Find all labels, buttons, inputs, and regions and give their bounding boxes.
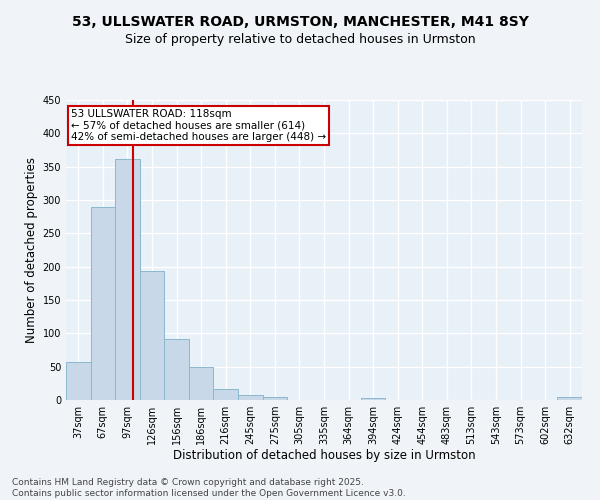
Text: 53 ULLSWATER ROAD: 118sqm
← 57% of detached houses are smaller (614)
42% of semi: 53 ULLSWATER ROAD: 118sqm ← 57% of detac… [71,109,326,142]
X-axis label: Distribution of detached houses by size in Urmston: Distribution of detached houses by size … [173,448,475,462]
Bar [263,396,287,400]
Bar [66,362,91,400]
Bar [189,368,214,400]
Text: 53, ULLSWATER ROAD, URMSTON, MANCHESTER, M41 8SY: 53, ULLSWATER ROAD, URMSTON, MANCHESTER,… [71,15,529,29]
Bar [238,394,263,400]
Bar [91,206,115,400]
Text: Contains HM Land Registry data © Crown copyright and database right 2025.
Contai: Contains HM Land Registry data © Crown c… [12,478,406,498]
Bar [115,158,140,400]
Y-axis label: Number of detached properties: Number of detached properties [25,157,38,343]
Bar [557,398,582,400]
Text: Size of property relative to detached houses in Urmston: Size of property relative to detached ho… [125,34,475,46]
Bar [140,272,164,400]
Bar [214,388,238,400]
Bar [361,398,385,400]
Bar [164,340,189,400]
